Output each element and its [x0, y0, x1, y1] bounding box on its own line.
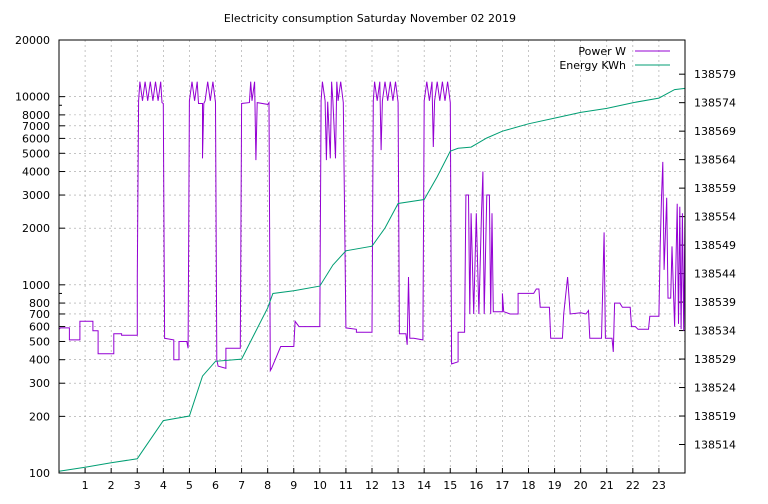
y-left-tick-label: 2000: [22, 222, 50, 235]
x-tick-label: 7: [238, 479, 245, 492]
series-layer: [58, 81, 686, 472]
x-tick-label: 4: [160, 479, 167, 492]
y-left-tick-label: 100: [29, 467, 50, 480]
y-right-tick-label: 138529: [694, 353, 736, 366]
x-tick-label: 15: [443, 479, 457, 492]
y-right-tick-label: 138544: [694, 268, 736, 281]
y-right-tick-label: 138519: [694, 410, 736, 423]
series-power-line: [58, 81, 686, 373]
y-left-tick-label: 3000: [22, 189, 50, 202]
y-right-tick-label: 138559: [694, 182, 736, 195]
y-right-tick-label: 138554: [694, 211, 736, 224]
x-tick-label: 23: [652, 479, 666, 492]
x-tick-label: 9: [290, 479, 297, 492]
series-energy-line: [58, 87, 686, 472]
y-left-tick-label: 5000: [22, 147, 50, 160]
y-left-tick-label: 300: [29, 377, 50, 390]
y-right-tick-label: 138524: [694, 382, 736, 395]
y-left-tick-label: 400: [29, 354, 50, 367]
x-tick-label: 5: [186, 479, 193, 492]
y-left-tick-label: 800: [29, 297, 50, 310]
y-left-tick-label: 4000: [22, 166, 50, 179]
x-tick-label: 1: [82, 479, 89, 492]
y-right-tick-label: 138569: [694, 125, 736, 138]
x-tick-label: 19: [548, 479, 562, 492]
y-left-tick-label: 1000: [22, 279, 50, 292]
x-tick-label: 3: [134, 479, 141, 492]
y-left-tick-label: 10000: [15, 91, 50, 104]
y-right-tick-label: 138534: [694, 325, 736, 338]
x-tick-label: 8: [264, 479, 271, 492]
x-tick-label: 16: [469, 479, 483, 492]
y-right-tick-label: 138564: [694, 154, 736, 167]
x-tick-label: 13: [391, 479, 405, 492]
x-tick-label: 12: [365, 479, 379, 492]
y-left-tick-label: 8000: [22, 109, 50, 122]
chart-title: Electricity consumption Saturday Novembe…: [224, 12, 516, 25]
legend-label-power: Power W: [578, 45, 626, 58]
y-left-tick-label: 600: [29, 321, 50, 334]
x-tick-label: 10: [313, 479, 327, 492]
x-tick-label: 14: [417, 479, 431, 492]
y-left-tick-label: 500: [29, 335, 50, 348]
x-axis: 1 2 3 4 5 6 7 8 9 10 11 12 13 14 15 16 17 18 19 20 21 22 23: [82, 468, 666, 492]
y-left-tick-label: 6000: [22, 132, 50, 145]
x-tick-label: 6: [212, 479, 219, 492]
right-axis: 138514 138519 138524 138529 138534 138539 1385…: [679, 68, 736, 452]
legend: Power W Energy KWh: [559, 45, 670, 72]
legend-label-energy: Energy KWh: [559, 59, 626, 72]
x-tick-label: 22: [626, 479, 640, 492]
plot-frame: [58, 39, 686, 474]
y-right-tick-label: 138514: [694, 439, 736, 452]
y-right-tick-label: 138574: [694, 97, 736, 110]
x-tick-label: 2: [108, 479, 115, 492]
x-tick-label: 11: [339, 479, 353, 492]
y-right-tick-label: 138539: [694, 296, 736, 309]
y-right-tick-label: 138549: [694, 239, 736, 252]
y-left-tick-label: 200: [29, 410, 50, 423]
y-right-tick-label: 138579: [694, 68, 736, 81]
x-tick-label: 17: [495, 479, 509, 492]
grid: [59, 39, 685, 474]
y-left-tick-label: 20000: [15, 34, 50, 47]
x-tick-label: 18: [522, 479, 536, 492]
x-tick-label: 20: [574, 479, 588, 492]
y-left-tick-label: 7000: [22, 120, 50, 133]
y-left-tick-label: 700: [29, 308, 50, 321]
x-tick-label: 21: [600, 479, 614, 492]
